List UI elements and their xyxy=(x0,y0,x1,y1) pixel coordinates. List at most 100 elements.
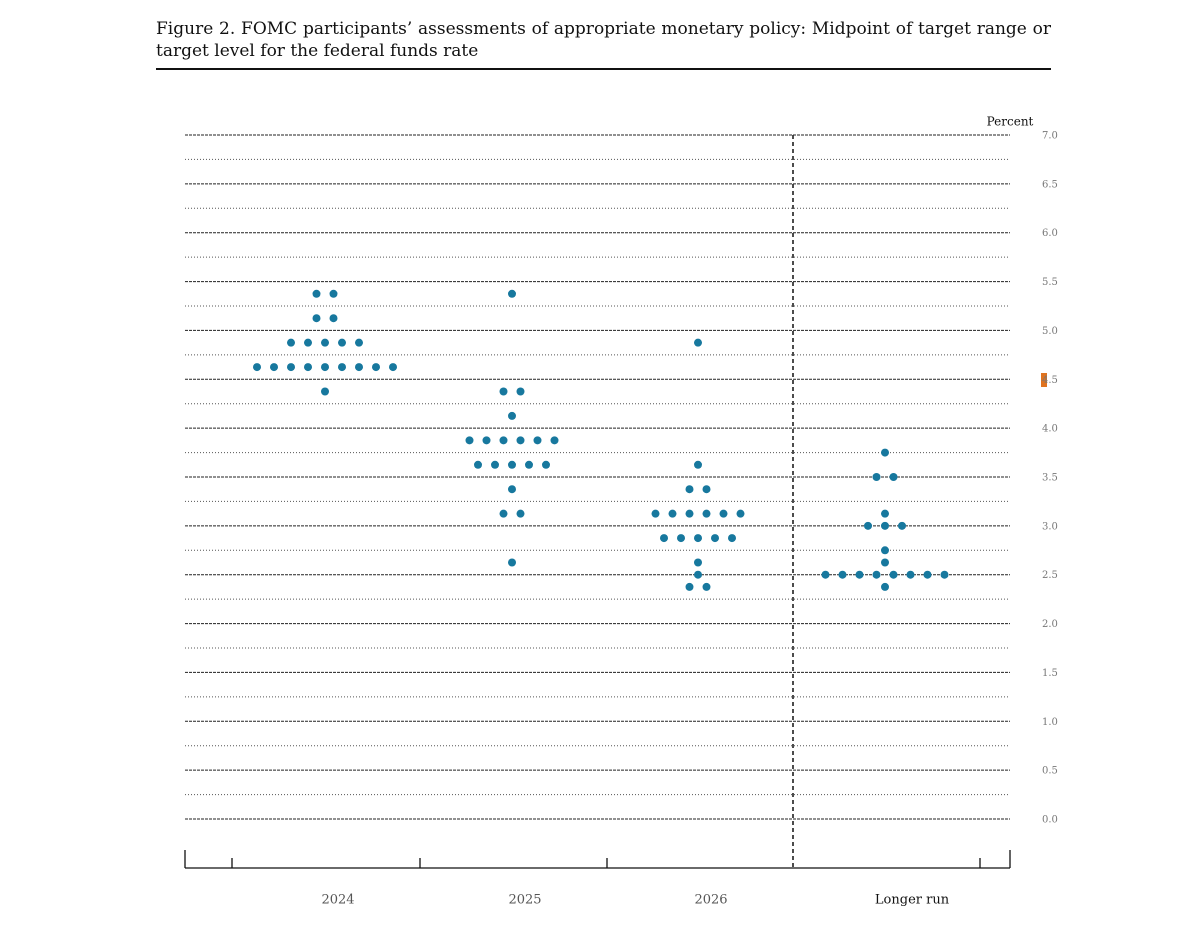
dot xyxy=(694,558,702,567)
dot xyxy=(719,509,728,518)
dot xyxy=(516,509,525,518)
dot xyxy=(329,314,338,323)
dot xyxy=(372,363,380,372)
dot xyxy=(321,338,329,347)
y-tick-label: 5.5 xyxy=(1042,277,1058,288)
title-rule xyxy=(156,68,1051,70)
dot xyxy=(474,460,482,469)
dot xyxy=(355,363,363,372)
dot xyxy=(711,534,719,543)
dot xyxy=(312,314,321,323)
dot xyxy=(728,534,736,543)
y-axis-label: Percent xyxy=(987,115,1034,129)
dot xyxy=(329,289,338,298)
dot xyxy=(499,509,508,518)
dot xyxy=(881,448,889,457)
dot xyxy=(312,289,321,298)
dot xyxy=(508,460,516,469)
y-tick-label: 1.5 xyxy=(1042,668,1058,679)
dot xyxy=(736,509,745,518)
x-axis xyxy=(184,850,1011,869)
dot xyxy=(685,582,694,591)
dot xyxy=(838,570,847,579)
dot xyxy=(694,534,702,543)
dot xyxy=(499,387,508,396)
dot xyxy=(660,534,668,543)
dot xyxy=(287,338,295,347)
dot xyxy=(881,509,889,518)
x-tick-label: 2025 xyxy=(508,893,541,908)
dot xyxy=(677,534,685,543)
dot xyxy=(864,521,872,530)
cursor-highlight xyxy=(1041,373,1047,387)
dot xyxy=(923,570,932,579)
dot xyxy=(321,363,329,372)
dot xyxy=(389,363,397,372)
dot xyxy=(287,363,295,372)
dot xyxy=(702,582,711,591)
dot xyxy=(516,387,525,396)
dot xyxy=(821,570,830,579)
dot xyxy=(668,509,677,518)
y-tick-label: 2.0 xyxy=(1042,619,1058,630)
dot xyxy=(338,363,346,372)
dot xyxy=(855,570,864,579)
dot xyxy=(694,338,702,347)
dot xyxy=(881,521,889,530)
dot xyxy=(533,436,542,445)
y-tick-label: 3.5 xyxy=(1042,473,1058,484)
y-tick-label: 2.5 xyxy=(1042,570,1058,581)
dot xyxy=(694,570,702,579)
dot xyxy=(338,338,346,347)
y-tick-label: 0.5 xyxy=(1042,766,1058,777)
dot xyxy=(881,546,889,555)
dot xyxy=(898,521,906,530)
dot xyxy=(651,509,660,518)
dot xyxy=(872,570,881,579)
dot xyxy=(550,436,559,445)
dot xyxy=(253,363,261,372)
dot xyxy=(355,338,363,347)
dot xyxy=(321,387,329,396)
y-tick-label: 4.0 xyxy=(1042,424,1058,435)
dot xyxy=(881,582,889,591)
dot xyxy=(304,363,312,372)
dot xyxy=(542,460,550,469)
dot xyxy=(694,460,702,469)
dot xyxy=(516,436,525,445)
dot xyxy=(304,338,312,347)
dot xyxy=(270,363,278,372)
x-tick-label: Longer run xyxy=(875,893,950,908)
dot xyxy=(872,473,881,481)
dot xyxy=(465,436,474,445)
dot xyxy=(508,289,516,298)
dot xyxy=(889,570,898,579)
y-tick-label: 4.5 xyxy=(1042,375,1058,386)
x-tick-label: 2024 xyxy=(321,893,354,908)
dot xyxy=(881,558,889,567)
dot xyxy=(889,473,898,481)
dot xyxy=(685,485,694,494)
dot xyxy=(906,570,915,579)
dot xyxy=(482,436,491,445)
y-tick-label: 3.0 xyxy=(1042,521,1058,532)
dot xyxy=(508,485,516,494)
y-tick-label: 6.0 xyxy=(1042,228,1058,239)
dot xyxy=(491,460,499,469)
dot xyxy=(499,436,508,445)
y-tick-label: 7.0 xyxy=(1042,131,1058,142)
dot xyxy=(685,509,694,518)
chart-title: Figure 2. FOMC participants’ assessments… xyxy=(156,19,1051,61)
x-tick-label: 2026 xyxy=(694,893,727,908)
y-tick-label: 1.0 xyxy=(1042,717,1058,728)
y-tick-label: 5.0 xyxy=(1042,326,1058,337)
dot xyxy=(702,485,711,494)
dot xyxy=(940,570,949,579)
y-tick-label: 0.0 xyxy=(1042,815,1058,826)
dot xyxy=(508,411,516,420)
dot xyxy=(508,558,516,567)
y-tick-label: 6.5 xyxy=(1042,179,1058,190)
dot xyxy=(525,460,533,469)
